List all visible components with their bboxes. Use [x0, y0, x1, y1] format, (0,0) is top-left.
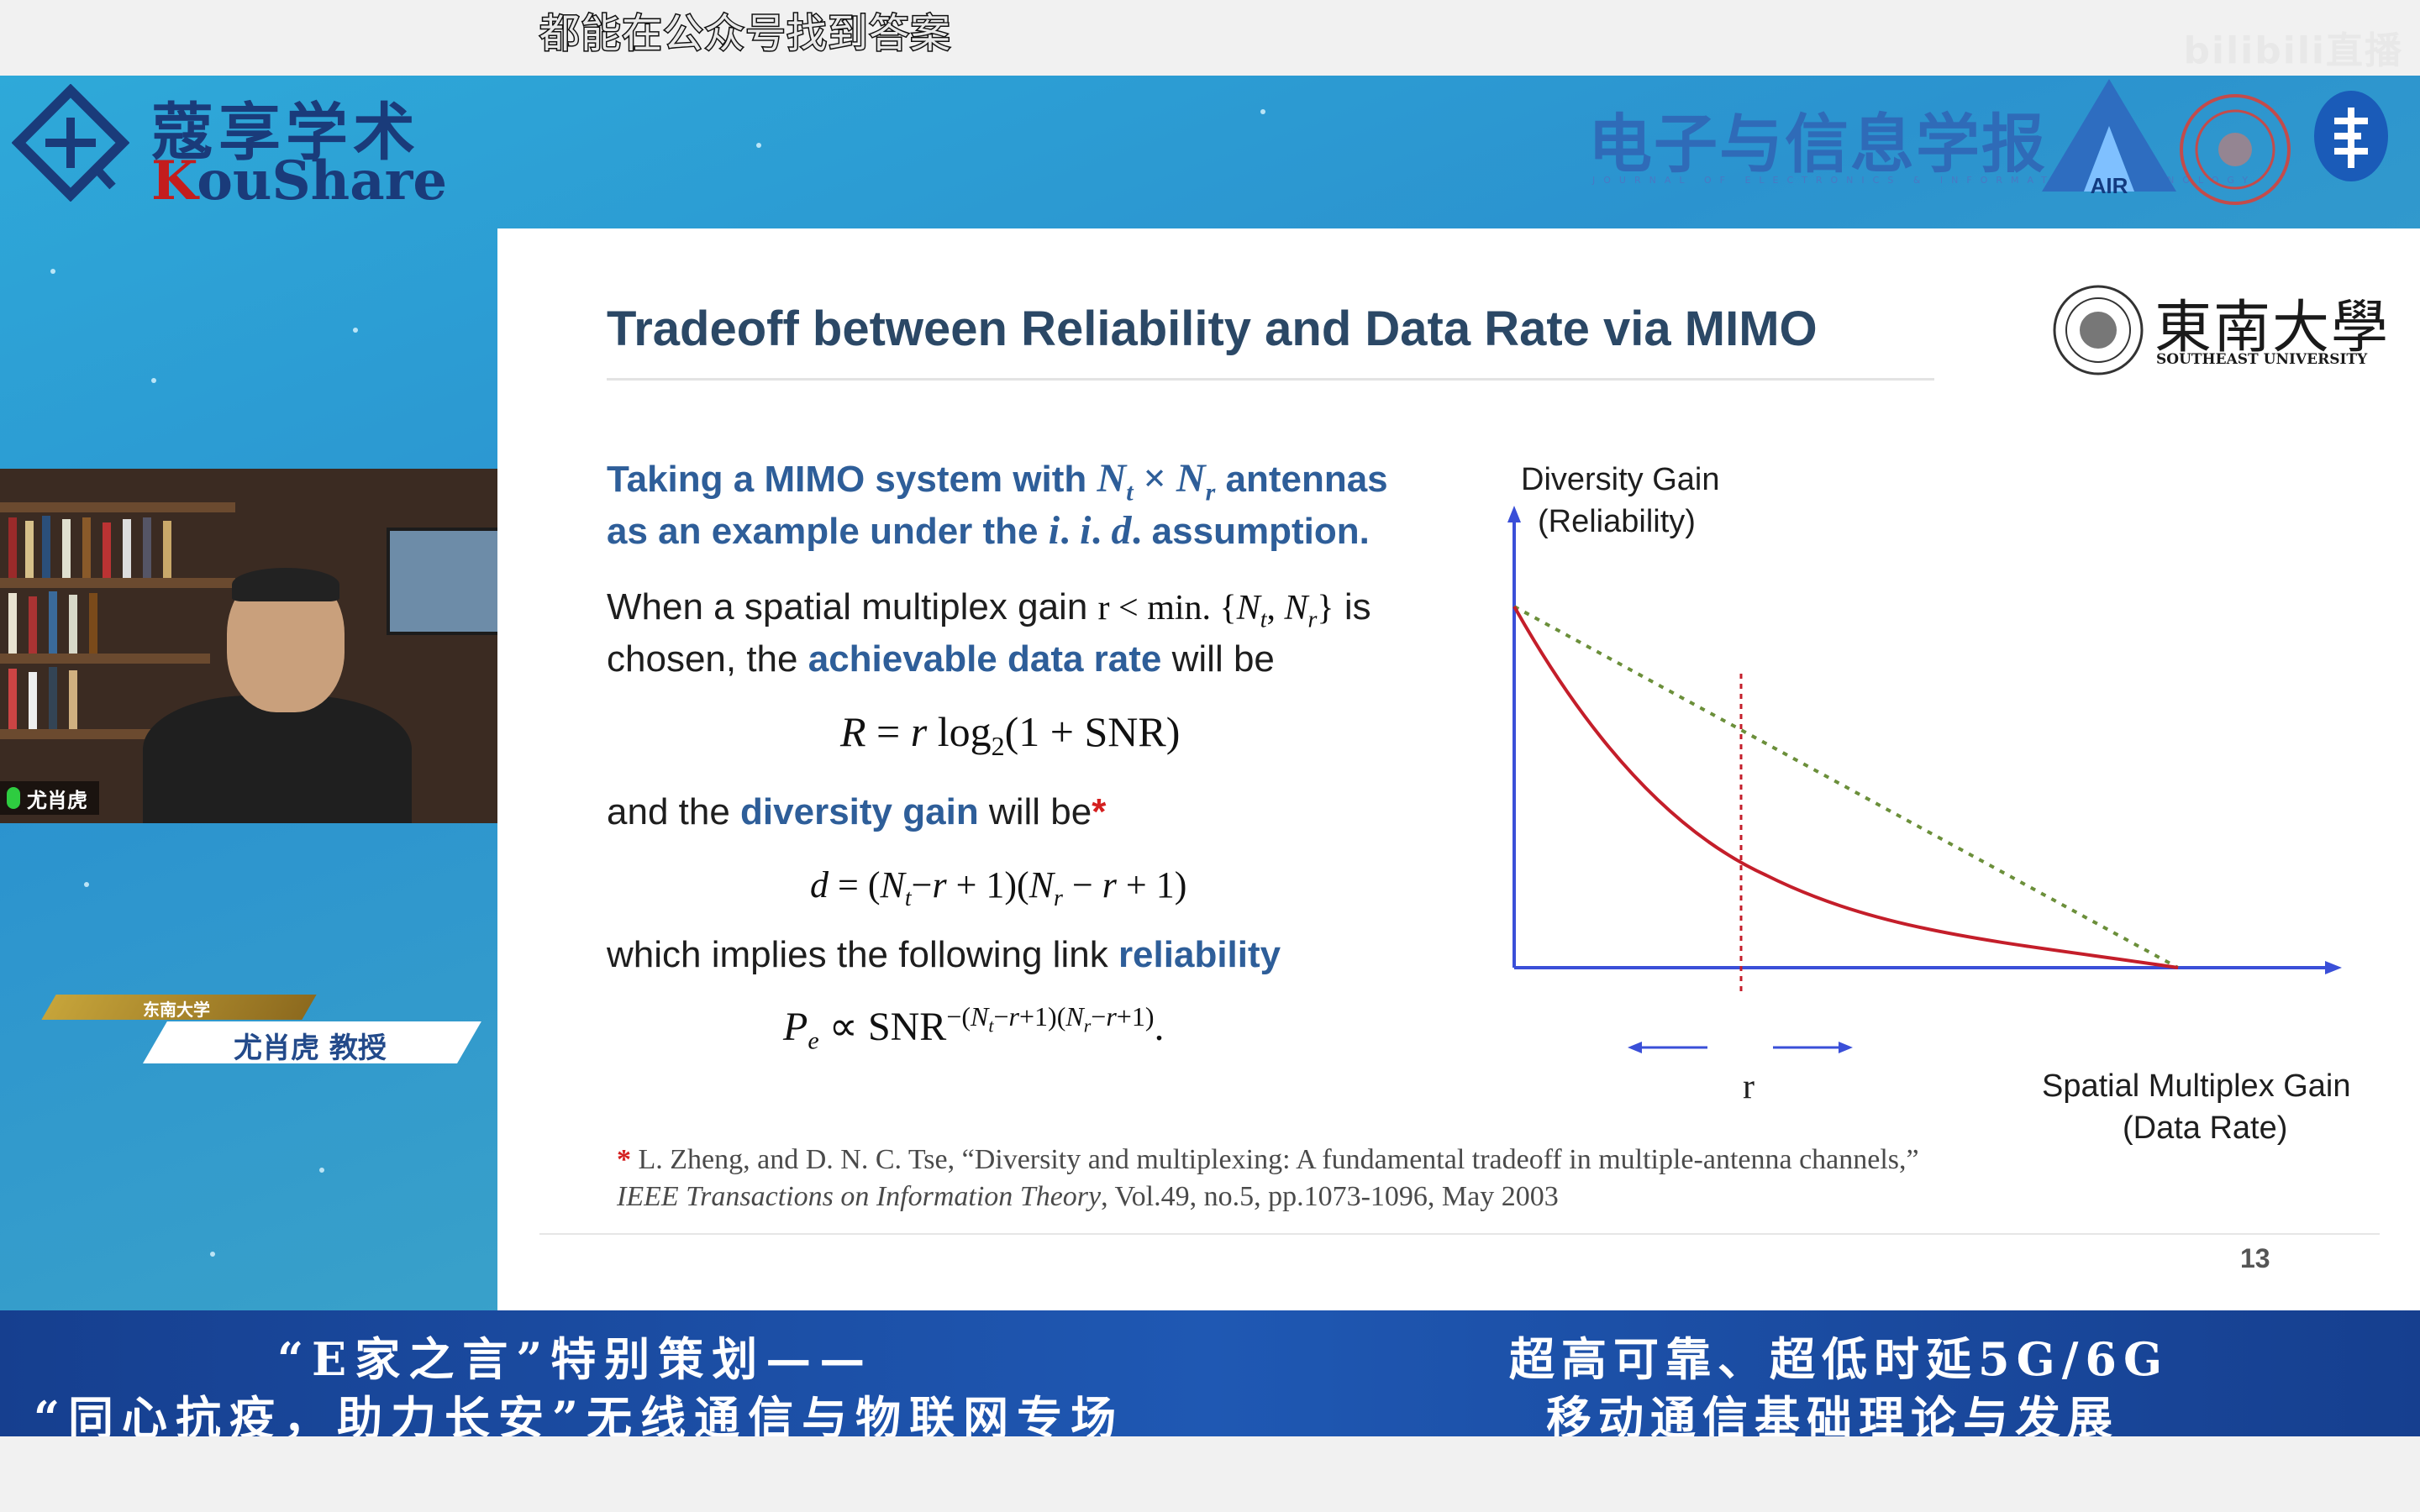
x-axis-arrowhead — [2325, 961, 2342, 974]
rate-equation: R = r log2(1 + SNR) — [840, 708, 1181, 761]
svg-text:AIR: AIR — [2091, 173, 2128, 198]
book — [49, 591, 57, 654]
microphone-icon — [7, 787, 20, 809]
bottom-bar — [0, 1436, 2420, 1512]
optimal-tradeoff-curve — [1512, 606, 2179, 969]
air-logo: AIR — [2042, 79, 2176, 198]
x-axis-label-2: (Data Rate) — [2123, 1110, 2288, 1146]
diversity-multiplexing-plot — [1507, 506, 2342, 1053]
webcam-name-tag: 尤肖虎 — [0, 781, 99, 815]
koushare-cn-name: 蔻享学术 — [151, 97, 420, 169]
university-en-name: SOUTHEAST UNIVERSITY — [2156, 351, 2368, 368]
institution-seal-logo — [2180, 94, 2291, 205]
speaker-webcam: 尤肖虎 — [0, 469, 497, 823]
book — [49, 667, 57, 729]
book — [69, 595, 77, 654]
r-left-arrowhead — [1628, 1042, 1642, 1053]
y-axis-arrowhead — [1507, 506, 1521, 522]
book — [29, 596, 37, 654]
webcam-speaker-name: 尤肖虎 — [27, 788, 87, 812]
banner-right-line-2: 移动通信基础理论与发展 — [1546, 1391, 2119, 1445]
top-caption-bar: 都能在公众号找到答案 bilibili直播 — [0, 0, 2420, 76]
footer-divider — [539, 1233, 2380, 1235]
r-right-arrowhead — [1839, 1042, 1853, 1053]
book — [8, 669, 17, 729]
journal-title: 电子与信息学报 — [1588, 107, 2047, 181]
banner-right-line-1: 超高可靠、超低时延5G/6G — [1509, 1332, 2170, 1386]
koushare-logo-icon — [12, 84, 129, 202]
banner-left-line-2: “同心抗疫，助力长安”无线通信与物联网专场 — [34, 1391, 1125, 1445]
book — [123, 519, 131, 578]
star-decor — [151, 378, 156, 383]
book — [163, 521, 171, 578]
seu-seal-icon — [2053, 285, 2144, 375]
background-monitor — [387, 528, 497, 635]
subtitle-caption: 都能在公众号找到答案 — [538, 9, 952, 59]
linear-tradeoff-line — [1513, 605, 2179, 969]
book — [25, 521, 34, 578]
book — [143, 517, 151, 578]
paragraph-line-3: and the diversity gain will be* — [607, 791, 1107, 832]
bilibili-watermark: bilibili直播 — [2183, 29, 2403, 72]
slide-title: Tradeoff between Reliability and Data Ra… — [607, 302, 1818, 356]
nameplate-org: 东南大学 — [143, 1000, 210, 1020]
university-cn-name: 東南大學 — [2154, 295, 2391, 361]
program-banner: “E家之言”特别策划—— “同心抗疫，助力长安”无线通信与物联网专场 超高可靠、… — [0, 1310, 2420, 1445]
intro-line-1: Taking a MIMO system with Nt × Nr antenn… — [607, 456, 1388, 507]
title-divider — [607, 378, 1934, 381]
reference-line-2: IEEE Transactions on Information Theory,… — [617, 1181, 1559, 1212]
book — [69, 670, 77, 729]
book — [8, 517, 17, 578]
star-decor — [50, 269, 55, 274]
star-decor — [756, 143, 761, 148]
book — [62, 519, 71, 578]
bookshelf — [0, 502, 235, 512]
star-decor — [210, 1252, 215, 1257]
star-decor — [1260, 109, 1265, 114]
star-decor — [353, 328, 358, 333]
bookshelf — [0, 654, 210, 664]
presentation-slide: Tradeoff between Reliability and Data Ra… — [497, 228, 2420, 1310]
book — [8, 593, 17, 654]
book — [89, 593, 97, 654]
eie-logo — [2314, 91, 2388, 181]
broadcast-stage: 蔻享学术 KouShare 电子与信息学报 JOURNAL OF ELECTRO… — [0, 76, 2420, 1310]
paragraph-line-2: chosen, the achievable data rate will be — [607, 638, 1275, 680]
y-axis-label-1: Diversity Gain — [1521, 462, 1720, 497]
r-label: r — [1743, 1068, 1754, 1106]
speaker-hair — [232, 568, 339, 601]
y-axis-label-2: (Reliability) — [1538, 504, 1696, 539]
reliability-equation: Pe ∝ SNR−(Nt−r+1)(Nr−r+1). — [783, 1001, 1165, 1055]
x-axis-label-1: Spatial Multiplex Gain — [2042, 1068, 2351, 1104]
banner-left-line-1: “E家之言”特别策划—— — [277, 1332, 874, 1386]
book — [103, 522, 111, 578]
paragraph-line-4: which implies the following link reliabi… — [607, 934, 1281, 975]
diversity-equation: d = (Nt−r + 1)(Nr − r + 1) — [810, 864, 1187, 911]
koushare-en-name: KouShare — [151, 150, 448, 213]
speaker-body — [143, 696, 412, 823]
intro-line-2: as an example under the i. i. d. assumpt… — [607, 508, 1370, 553]
bookshelf — [0, 578, 235, 588]
paragraph-line-1: When a spatial multiplex gain r < min. {… — [607, 586, 1371, 633]
star-decor — [84, 882, 89, 887]
book — [29, 672, 37, 729]
star-decor — [319, 1168, 324, 1173]
book — [42, 516, 50, 578]
nameplate-name: 尤肖虎 教授 — [234, 1032, 387, 1065]
book — [82, 517, 91, 578]
reference-line-1: * L. Zheng, and D. N. C. Tse, “Diversity… — [617, 1144, 1919, 1175]
slide-page-number: 13 — [2240, 1243, 2270, 1273]
